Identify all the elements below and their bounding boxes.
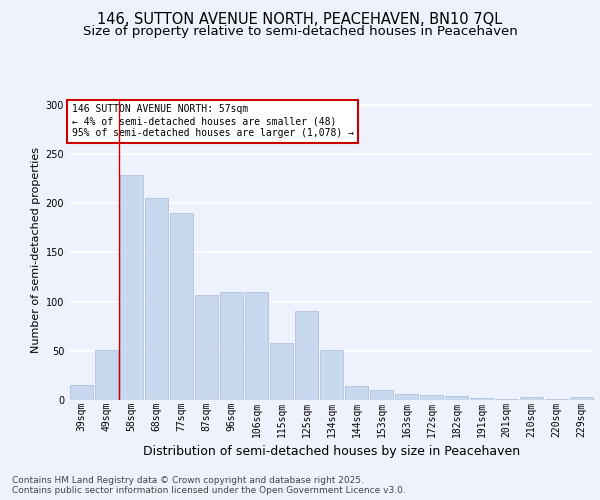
Bar xyxy=(145,198,169,400)
Bar xyxy=(269,343,293,400)
Bar xyxy=(545,399,568,400)
Text: 146, SUTTON AVENUE NORTH, PEACEHAVEN, BN10 7QL: 146, SUTTON AVENUE NORTH, PEACEHAVEN, BN… xyxy=(97,12,503,28)
Bar xyxy=(295,312,319,400)
Bar xyxy=(95,350,118,400)
Bar xyxy=(395,394,418,400)
Bar xyxy=(520,397,544,400)
Bar xyxy=(170,213,193,400)
Bar xyxy=(494,399,518,400)
Bar xyxy=(320,350,343,400)
Text: Contains HM Land Registry data © Crown copyright and database right 2025.
Contai: Contains HM Land Registry data © Crown c… xyxy=(12,476,406,495)
Bar xyxy=(470,398,493,400)
Y-axis label: Number of semi-detached properties: Number of semi-detached properties xyxy=(31,147,41,353)
Text: Size of property relative to semi-detached houses in Peacehaven: Size of property relative to semi-detach… xyxy=(83,25,517,38)
Bar xyxy=(445,396,469,400)
Bar xyxy=(119,175,143,400)
Text: 146 SUTTON AVENUE NORTH: 57sqm
← 4% of semi-detached houses are smaller (48)
95%: 146 SUTTON AVENUE NORTH: 57sqm ← 4% of s… xyxy=(71,104,353,138)
X-axis label: Distribution of semi-detached houses by size in Peacehaven: Distribution of semi-detached houses by … xyxy=(143,445,520,458)
Bar xyxy=(370,390,394,400)
Bar xyxy=(194,295,218,400)
Bar xyxy=(70,385,94,400)
Bar xyxy=(245,292,268,400)
Bar xyxy=(344,386,368,400)
Bar xyxy=(419,395,443,400)
Bar xyxy=(569,397,593,400)
Bar xyxy=(220,292,244,400)
